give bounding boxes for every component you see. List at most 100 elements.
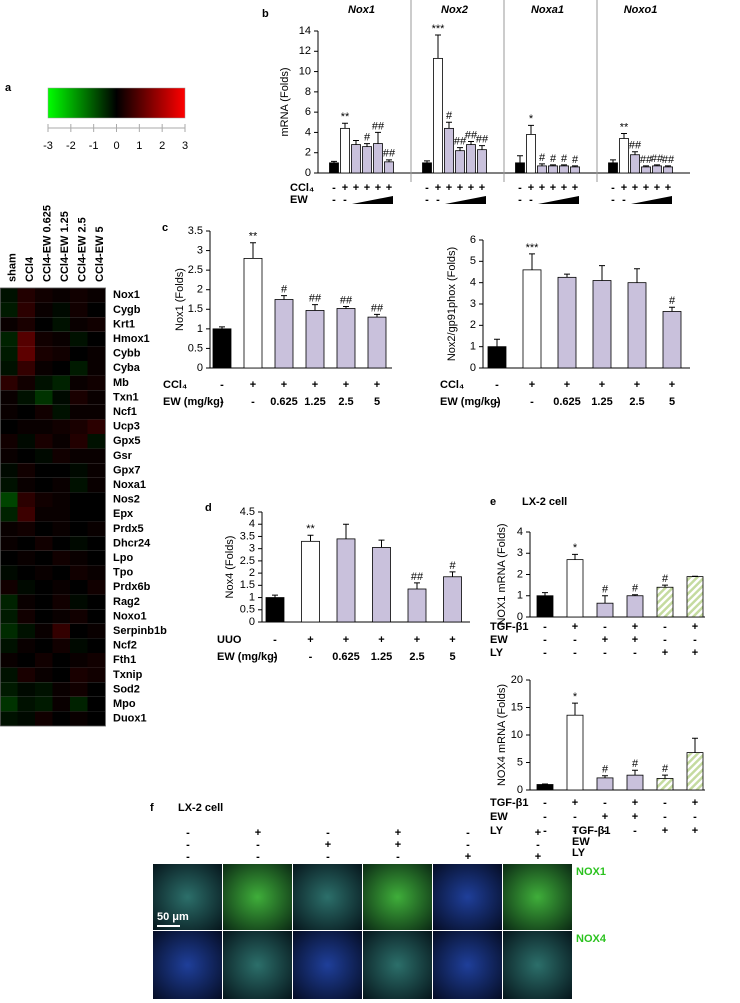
bar (596, 777, 614, 791)
error-bar (342, 122, 348, 129)
bar (559, 165, 569, 174)
condition-mark: - (326, 827, 330, 839)
row-label: Cybb (113, 348, 141, 360)
column-label: CCl4-EW 2.5 (77, 217, 89, 282)
group-title: Nox1 (348, 4, 375, 16)
bar (373, 143, 383, 174)
condition-mark: - (611, 182, 615, 194)
heat-cell (0, 667, 18, 683)
heat-cell (35, 521, 53, 537)
row-label: Nox1 (113, 289, 140, 301)
condition-mark: - (220, 379, 224, 391)
error-bar (564, 273, 570, 278)
bar (627, 282, 647, 369)
bar (336, 308, 356, 369)
error-bar (632, 594, 638, 596)
error-bar (378, 539, 385, 548)
heat-cell (17, 390, 35, 405)
micrograph (363, 931, 432, 999)
heat-cell (35, 346, 53, 361)
heat-cell (35, 580, 53, 595)
bar (340, 127, 350, 174)
heat-cell (17, 536, 35, 551)
significance: # (632, 583, 639, 595)
heat-cell (70, 492, 88, 507)
row-label: Epx (113, 508, 134, 520)
heat-cell (35, 653, 53, 668)
y-tick-label: 3.5 (188, 225, 203, 237)
condition-mark: - (573, 647, 577, 659)
error-bar (386, 159, 392, 162)
y-tick-label: 2.5 (188, 264, 203, 276)
significance: ** (249, 231, 258, 243)
condition-mark: + (692, 797, 698, 809)
error-bar (424, 160, 430, 163)
condition-mark: + (468, 182, 474, 194)
condition-mark: 0.625 (332, 651, 360, 663)
heat-cell (70, 404, 88, 420)
bar (566, 714, 584, 791)
micrograph (433, 931, 502, 999)
condition-mark: - (220, 396, 224, 408)
y-tick-label: 0.5 (188, 342, 203, 354)
condition-mark: + (255, 827, 261, 839)
condition-mark: - (256, 839, 260, 851)
condition-mark: + (378, 634, 384, 646)
bar (537, 165, 547, 174)
error-bar (602, 775, 608, 778)
significance: ## (371, 302, 384, 314)
error-bar (250, 242, 256, 259)
heat-cell (70, 696, 88, 712)
condition-mark: - (603, 647, 607, 659)
condition-mark: - (573, 811, 577, 823)
condition-mark: + (665, 182, 671, 194)
error-bar (435, 34, 441, 59)
condition-mark: - (633, 825, 637, 837)
condition-mark: + (643, 182, 649, 194)
column-label: CCl4-EW 0.625 (42, 205, 54, 282)
y-tick-label: 5 (517, 756, 523, 768)
heat-cell (87, 536, 105, 551)
heat-cell (17, 667, 35, 683)
y-tick-label: 1.5 (188, 303, 203, 315)
dose-ramp (538, 196, 579, 204)
condition-mark: + (602, 811, 608, 823)
y-tick-label: 15 (511, 701, 523, 713)
condition-mark: + (669, 379, 675, 391)
significance: * (573, 691, 578, 703)
heat-cell (17, 492, 35, 507)
heat-cell (0, 404, 18, 420)
y-tick-label: 2 (517, 568, 523, 580)
condition-mark: + (662, 647, 668, 659)
condition-label: LY (490, 647, 504, 659)
error-bar (572, 165, 578, 167)
column-label: CCl4-EW 1.25 (59, 211, 71, 282)
heat-cell (35, 302, 53, 318)
heat-cell (0, 565, 18, 580)
condition-mark: + (654, 182, 660, 194)
row-label: Sod2 (113, 683, 140, 695)
condition-label: TGF-β1 (490, 621, 529, 633)
heat-cell (87, 419, 105, 434)
y-tick-label: 8 (305, 86, 311, 98)
y-tick-label: 1 (197, 323, 203, 335)
condition-label: EW (mg/kg) (440, 396, 501, 408)
condition-mark: 0.625 (270, 396, 298, 408)
heat-cell (52, 507, 70, 522)
condition-mark: + (692, 621, 698, 633)
condition-mark: + (465, 851, 471, 863)
error-bar (331, 160, 337, 163)
bar (570, 166, 580, 174)
heat-cell (87, 696, 105, 712)
bar (592, 280, 612, 369)
heat-cell (87, 346, 105, 361)
error-bar (654, 164, 660, 166)
condition-mark: - (326, 851, 330, 863)
heat-cell (52, 696, 70, 712)
heat-cell (70, 463, 88, 478)
condition-label: EW (mg/kg) (217, 651, 278, 663)
heat-cell (35, 594, 53, 610)
heat-cell (70, 623, 88, 639)
heat-cell (87, 653, 105, 668)
heat-cell (17, 448, 35, 464)
